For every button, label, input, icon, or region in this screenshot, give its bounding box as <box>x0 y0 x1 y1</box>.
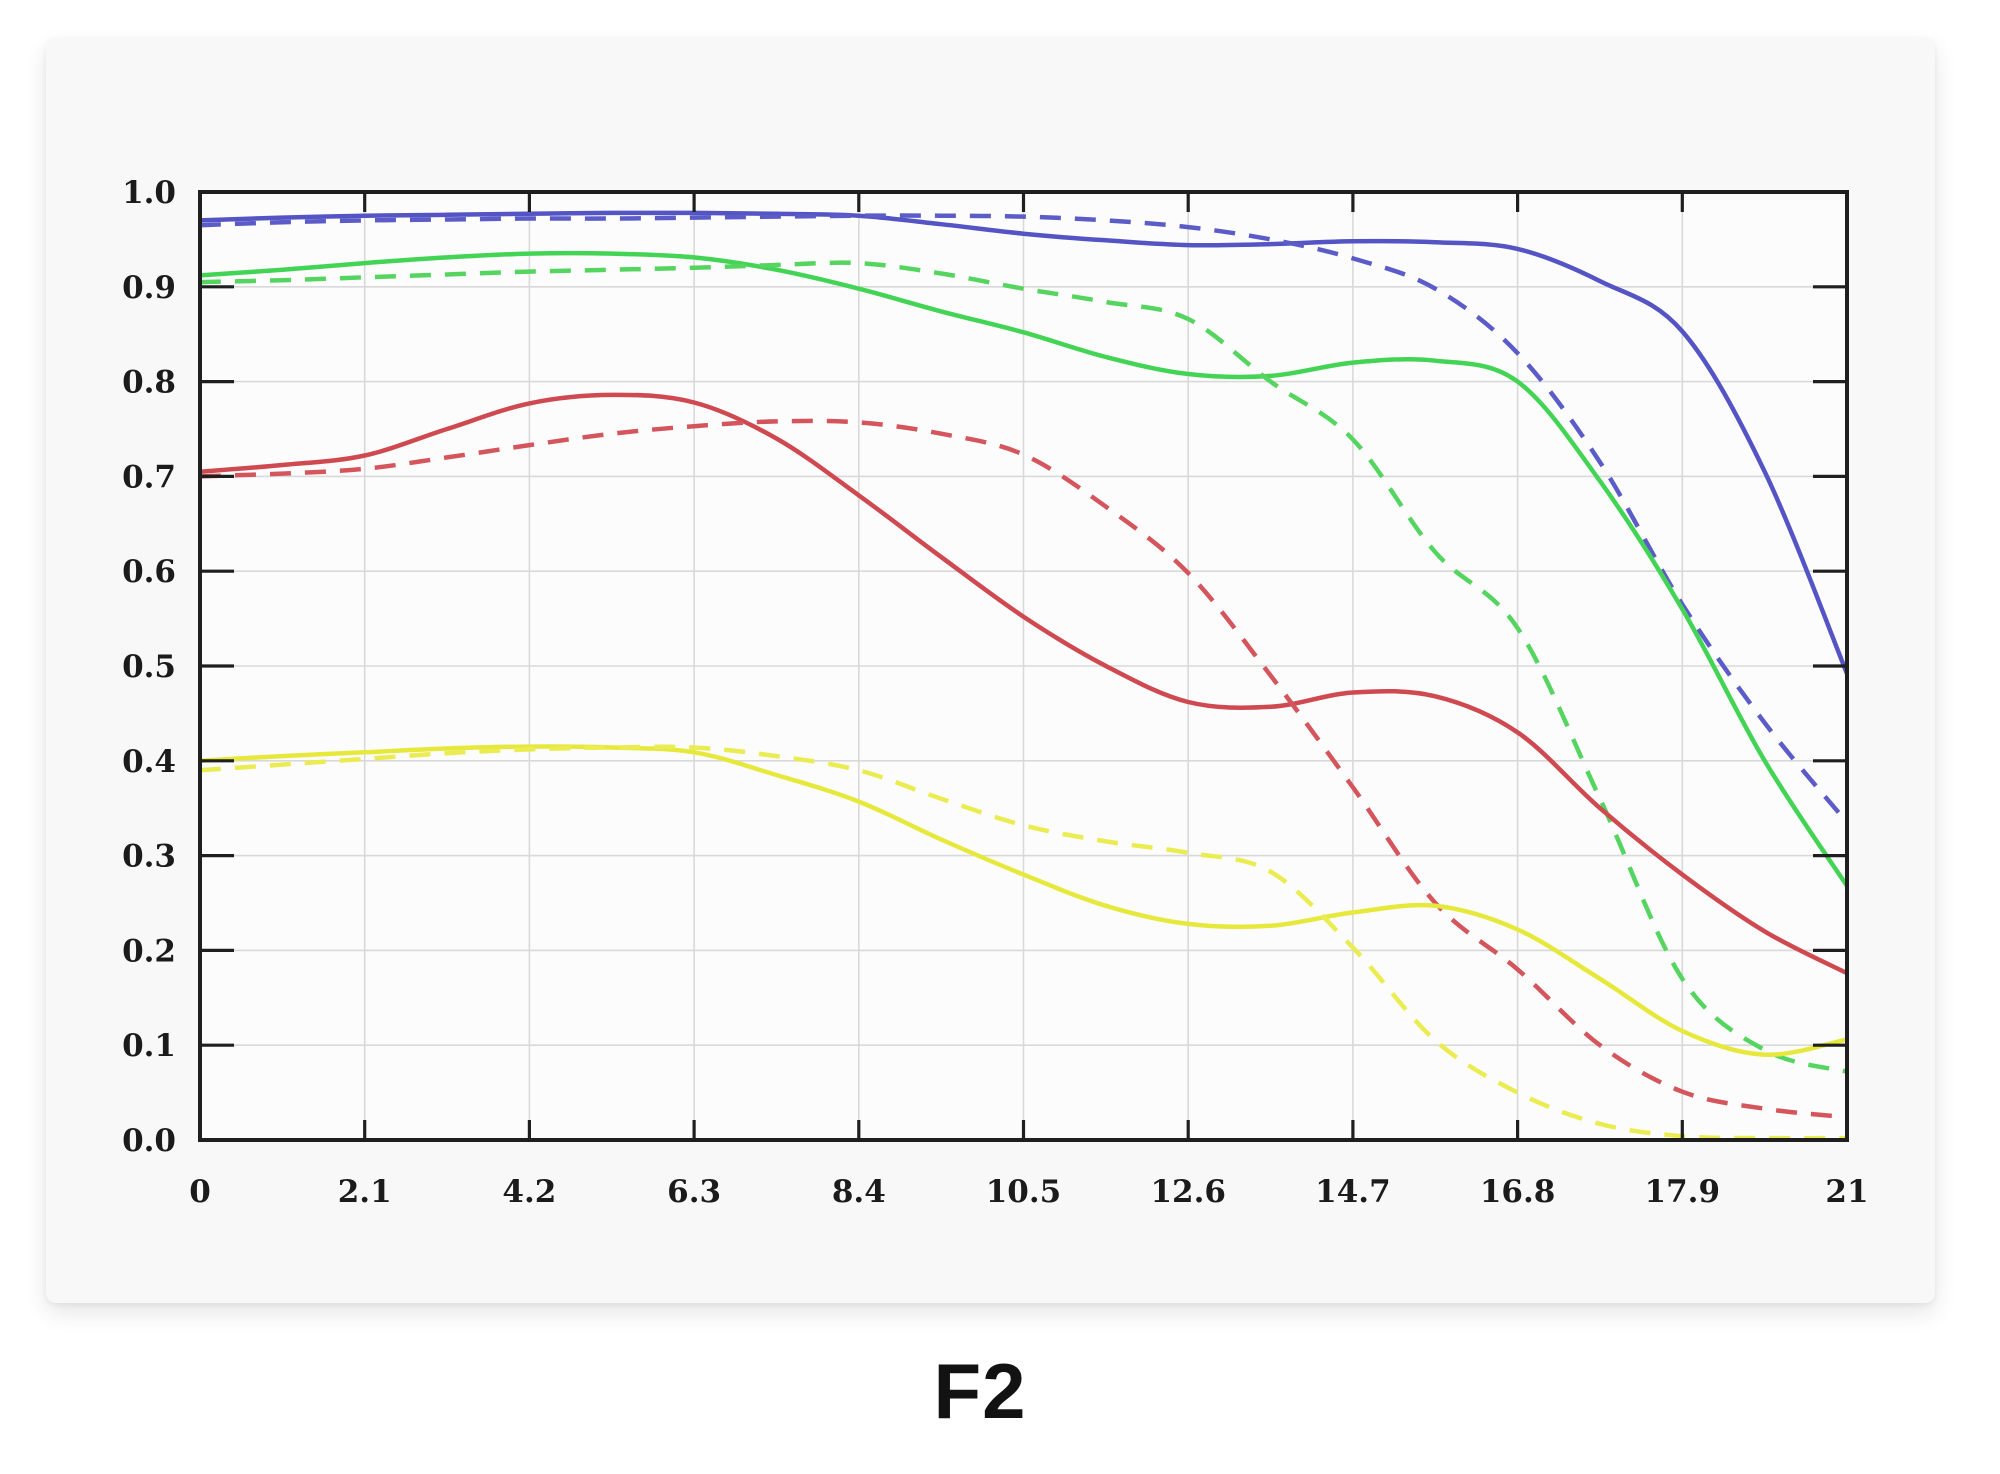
x-axis-label: 21 <box>1825 1174 1868 1210</box>
y-axis-label: 0.1 <box>122 1028 176 1064</box>
y-axis-label: 0.3 <box>122 839 176 875</box>
series-green-dashed <box>199 260 1848 1074</box>
series-red-dashed <box>199 418 1848 1120</box>
x-axis-label: 10.5 <box>986 1174 1062 1210</box>
y-axis-label: 0.8 <box>122 365 176 401</box>
y-axis-label: 0.7 <box>122 459 176 495</box>
series-yellow-dashed <box>199 744 1848 1141</box>
x-axis-label: 12.6 <box>1150 1174 1226 1210</box>
x-axis-label: 6.3 <box>667 1174 721 1210</box>
y-axis-label: 0.4 <box>122 744 176 780</box>
x-axis-label: 0 <box>189 1174 211 1210</box>
y-axis-label: 0.9 <box>122 270 176 306</box>
x-axis-label: 14.7 <box>1315 1174 1391 1210</box>
x-axis-label: 17.9 <box>1645 1174 1721 1210</box>
y-axis-label: 0.5 <box>122 649 176 685</box>
series-blue-solid <box>199 210 1850 675</box>
series-red-solid <box>199 392 1849 976</box>
y-axis-label: 0.6 <box>122 554 176 590</box>
series-yellow-solid <box>199 744 1848 1057</box>
y-axis-label: 0.0 <box>122 1123 176 1159</box>
series-blue-dashed <box>199 213 1849 824</box>
x-axis-label: 2.1 <box>338 1174 392 1210</box>
x-axis-label: 16.8 <box>1480 1174 1556 1210</box>
y-axis-label: 0.2 <box>122 933 176 969</box>
mtf-chart-svg: 0.0 0.1 0.2 0.3 0.4 0.5 0.6 0.7 0.8 0.9 1.0 0 2.1 4.2… <box>122 175 1869 1210</box>
series-green-solid <box>199 250 1849 888</box>
y-axis-label: 1.0 <box>122 175 176 211</box>
chart-caption: F2 <box>933 1347 1027 1435</box>
chart-card: 0.0 0.1 0.2 0.3 0.4 0.5 0.6 0.7 0.8 0.9 1.0 0 2.1 4.2… <box>46 38 1935 1303</box>
x-axis-label: 4.2 <box>502 1174 556 1210</box>
x-axis-label: 8.4 <box>832 1174 886 1210</box>
